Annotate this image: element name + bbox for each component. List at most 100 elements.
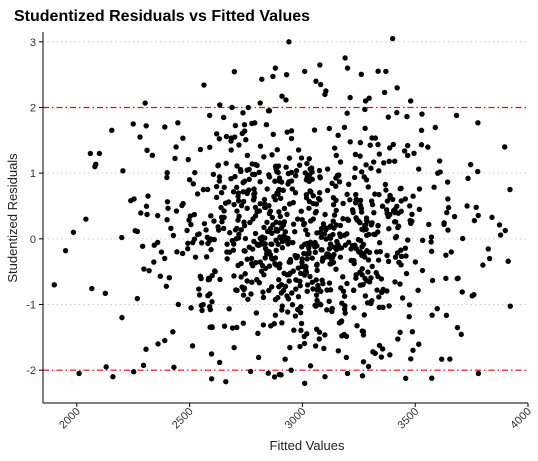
data-point [315, 195, 322, 202]
data-point [372, 135, 379, 141]
data-point [409, 218, 415, 224]
data-point [266, 263, 273, 269]
data-point [261, 196, 268, 203]
data-point [196, 286, 202, 292]
data-point [244, 190, 250, 197]
data-point [290, 268, 297, 274]
data-point [344, 231, 350, 237]
data-point [361, 312, 367, 318]
data-point [208, 213, 214, 219]
data-point [282, 283, 289, 290]
data-point [276, 277, 282, 283]
data-point [166, 275, 173, 281]
data-point [51, 282, 57, 288]
data-point [385, 213, 391, 220]
data-point [358, 169, 365, 175]
data-point [324, 251, 330, 257]
data-point [292, 173, 299, 179]
data-point [304, 256, 310, 262]
y-tick-label: -2 [26, 365, 36, 377]
data-point [239, 284, 245, 290]
data-point [304, 288, 310, 295]
data-point [109, 127, 115, 134]
data-point [316, 190, 323, 196]
data-point [322, 211, 328, 218]
data-point [292, 313, 299, 319]
data-point [260, 289, 266, 295]
data-point [281, 270, 287, 277]
data-point [165, 205, 171, 211]
data-point [259, 76, 265, 82]
data-point [395, 223, 402, 229]
data-point [162, 124, 168, 130]
data-point [384, 288, 390, 294]
data-point [345, 217, 352, 224]
data-point [236, 142, 242, 148]
data-point [297, 283, 303, 289]
data-point [230, 189, 237, 195]
data-point [497, 232, 504, 238]
data-point [163, 283, 170, 289]
data-point [429, 312, 435, 318]
data-point [379, 203, 386, 209]
data-point [311, 127, 318, 133]
data-point [272, 178, 278, 184]
data-point [264, 219, 270, 225]
data-point [397, 281, 403, 287]
data-point [357, 237, 364, 244]
data-point [278, 372, 284, 378]
data-point [458, 331, 464, 338]
data-point [240, 292, 247, 298]
data-point [272, 296, 279, 303]
data-point [394, 85, 400, 91]
data-point [418, 127, 425, 134]
data-point [269, 152, 275, 158]
data-point [296, 162, 303, 168]
data-point [371, 231, 377, 237]
data-point [203, 227, 209, 233]
data-point [398, 185, 404, 192]
data-point [304, 251, 310, 257]
data-point [365, 269, 371, 275]
data-point [358, 249, 364, 256]
data-point [264, 186, 270, 192]
data-point [360, 332, 367, 338]
data-point [235, 193, 241, 200]
data-point [335, 172, 342, 178]
data-point [234, 163, 240, 169]
data-point [376, 168, 382, 174]
data-point [486, 255, 493, 262]
data-point [89, 285, 95, 292]
data-point [251, 194, 257, 201]
data-point [309, 255, 315, 261]
data-point [215, 163, 221, 169]
data-point [175, 301, 182, 308]
data-point [217, 102, 223, 108]
data-point [245, 296, 251, 302]
data-point [262, 204, 268, 211]
data-point [327, 261, 333, 267]
data-point [188, 305, 194, 311]
data-point [285, 181, 291, 187]
data-point [443, 252, 449, 258]
data-point [333, 222, 339, 228]
data-point [318, 225, 325, 232]
data-point [357, 202, 364, 209]
data-point [352, 151, 359, 158]
data-point [292, 229, 298, 235]
data-point [410, 193, 416, 199]
data-point [408, 356, 414, 362]
data-point [286, 155, 293, 161]
data-point [232, 134, 238, 140]
data-point [431, 184, 437, 190]
data-point [467, 161, 474, 168]
data-point [248, 291, 254, 297]
data-point [350, 287, 357, 293]
data-point [262, 255, 268, 261]
data-point [155, 239, 161, 246]
data-point [342, 310, 348, 316]
data-point [369, 201, 376, 208]
data-point [385, 258, 392, 265]
data-point [261, 272, 267, 278]
data-point [199, 307, 205, 314]
